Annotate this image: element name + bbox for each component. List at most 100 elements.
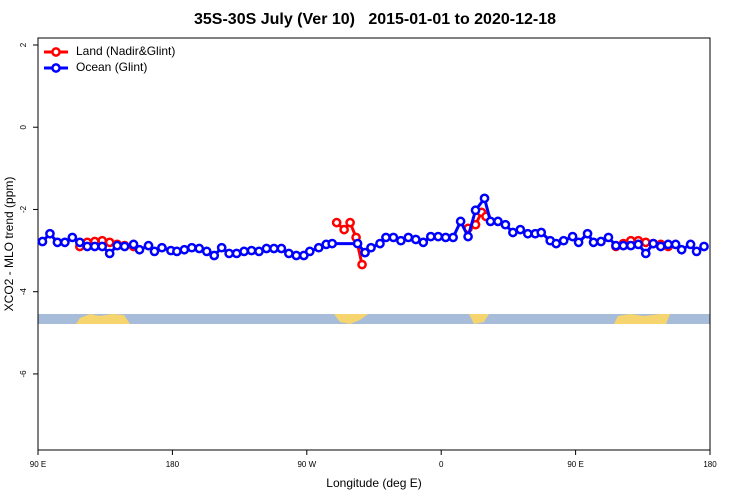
- series-point: [611, 240, 621, 251]
- series-point: [670, 239, 681, 250]
- series-point: [410, 234, 421, 245]
- x-tick-label: 0: [439, 460, 444, 469]
- series-point: [284, 248, 294, 259]
- land-patch: [614, 314, 670, 324]
- series-point: [500, 219, 511, 230]
- series-point: [291, 250, 302, 261]
- x-tick-label: 90 E: [567, 460, 583, 469]
- series-point: [52, 237, 63, 248]
- series-point: [567, 231, 578, 242]
- series-point: [216, 242, 227, 253]
- series-point: [618, 240, 629, 251]
- y-axis-label: XCO2 - MLO trend (ppm): [2, 177, 16, 312]
- series-point: [582, 228, 593, 239]
- series-point: [433, 231, 444, 242]
- y-tick-label: 0: [19, 124, 28, 129]
- legend-marker: [51, 47, 61, 57]
- series-point: [254, 246, 264, 257]
- series-point: [313, 242, 324, 253]
- series-point: [699, 241, 709, 252]
- series-point: [304, 246, 315, 257]
- series-point: [388, 232, 399, 243]
- series-point: [588, 237, 599, 248]
- series-point: [493, 216, 503, 227]
- series-point: [352, 238, 363, 249]
- series-point: [269, 243, 279, 254]
- series-point: [596, 236, 606, 247]
- legend-label: Ocean (Glint): [76, 60, 147, 74]
- series-point: [640, 248, 651, 259]
- series-point: [655, 241, 666, 252]
- series-point: [331, 217, 342, 228]
- series-point: [157, 242, 167, 253]
- series-point: [440, 232, 451, 243]
- series-point: [676, 244, 687, 255]
- series-point: [640, 237, 651, 248]
- series-point: [246, 245, 257, 256]
- series-point: [149, 246, 160, 257]
- series-point: [239, 246, 249, 257]
- series-point: [276, 243, 287, 254]
- series-point: [345, 217, 355, 228]
- ocean-strip: [38, 314, 710, 324]
- series-point: [663, 239, 674, 250]
- x-tick-label: 90 E: [30, 460, 46, 469]
- series-point: [74, 237, 85, 248]
- series-point: [381, 232, 391, 243]
- legend-label: Land (Nadir&Glint): [76, 44, 175, 58]
- land-mask: [38, 314, 710, 324]
- series-point: [134, 244, 145, 255]
- series-point: [551, 238, 562, 249]
- x-tick-label: 180: [166, 460, 180, 469]
- series-point: [648, 238, 659, 249]
- series-point: [119, 241, 130, 252]
- series-point: [104, 237, 115, 248]
- x-axis-label: Longitude (deg E): [326, 476, 421, 490]
- series-point: [67, 232, 78, 243]
- series-point: [418, 237, 429, 248]
- series-point: [112, 240, 122, 251]
- series-point: [201, 246, 212, 257]
- series-point: [403, 232, 414, 243]
- series-point: [172, 246, 182, 257]
- x-tick-label: 180: [703, 460, 717, 469]
- series-point: [60, 237, 70, 248]
- series-point: [194, 243, 205, 254]
- legend: Land (Nadir&Glint) Ocean (Glint): [44, 44, 175, 74]
- chart-title: 35S-30S July (Ver 10) 2015-01-01 to 2020…: [194, 11, 556, 28]
- x-tick-label: 90 W: [297, 460, 316, 469]
- series-point: [357, 259, 367, 270]
- series-point: [463, 231, 473, 242]
- series-point: [603, 232, 614, 243]
- series-point: [37, 236, 48, 247]
- series-point: [339, 224, 349, 235]
- land-patch: [76, 314, 130, 324]
- series-point: [97, 241, 108, 252]
- series-point: [128, 239, 139, 250]
- series-point: [261, 243, 272, 254]
- series-point: [633, 239, 644, 250]
- series-point: [396, 235, 406, 246]
- series-point: [691, 246, 702, 257]
- series-point: [425, 231, 436, 242]
- series-point: [82, 241, 93, 252]
- series-point: [209, 250, 220, 261]
- series-point: [573, 237, 584, 248]
- series-point: [104, 248, 115, 259]
- series-point: [685, 239, 696, 250]
- series-point: [479, 193, 490, 204]
- series-point: [536, 227, 547, 238]
- series-point: [327, 238, 338, 249]
- series-point: [508, 227, 518, 238]
- series-point: [485, 216, 496, 227]
- series-point: [375, 238, 385, 249]
- series-point: [186, 242, 197, 253]
- y-tick-label: -4: [19, 288, 28, 296]
- series-point: [522, 228, 533, 239]
- series-point: [558, 235, 569, 246]
- series-point: [224, 248, 234, 259]
- series-point: [515, 224, 526, 235]
- series-point: [366, 242, 376, 253]
- series-point: [448, 232, 458, 243]
